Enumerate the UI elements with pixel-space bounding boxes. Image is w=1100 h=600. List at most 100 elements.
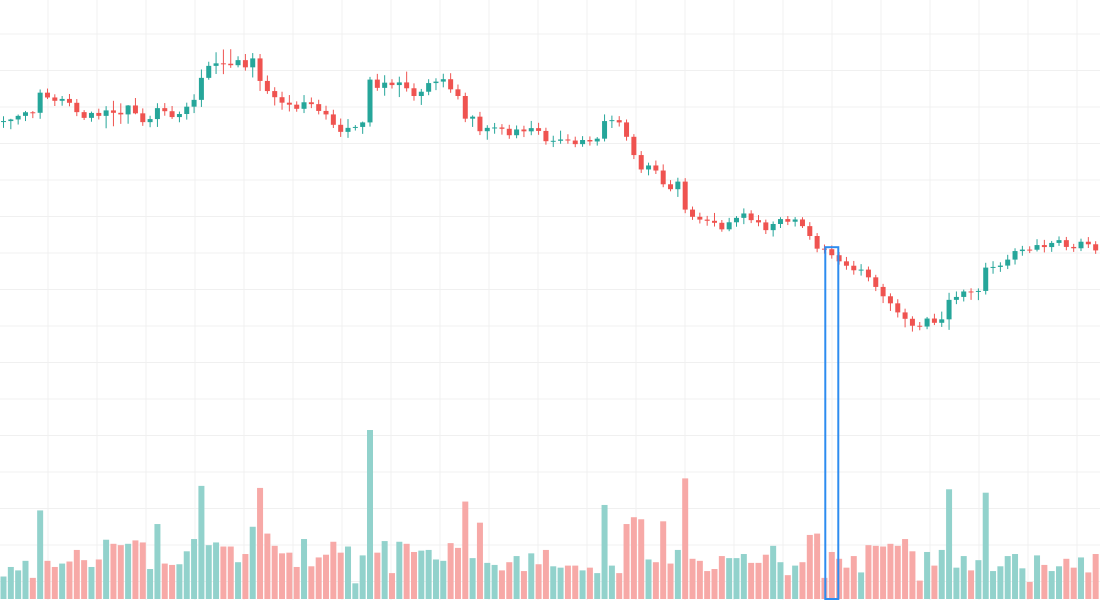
candle-body-down[interactable] — [909, 318, 915, 326]
candle-body-down[interactable] — [851, 265, 857, 271]
candle-body-up[interactable] — [147, 119, 153, 123]
candle-body-down[interactable] — [799, 219, 805, 227]
candle-body-down[interactable] — [565, 139, 571, 141]
candle-body-up[interactable] — [602, 121, 608, 139]
candle-body-down[interactable] — [455, 89, 461, 96]
candle-body-down[interactable] — [66, 98, 72, 103]
candle-body-down[interactable] — [323, 110, 329, 115]
candle-body-down[interactable] — [162, 108, 168, 112]
candle-body-down[interactable] — [631, 136, 637, 156]
candle-body-up[interactable] — [770, 224, 776, 231]
candle-body-down[interactable] — [228, 63, 234, 66]
candle-body-down[interactable] — [338, 124, 344, 132]
candle-body-up[interactable] — [492, 127, 498, 129]
candle-body-down[interactable] — [785, 219, 791, 222]
candle-body-down[interactable] — [220, 63, 226, 65]
candle-body-down[interactable] — [887, 296, 893, 304]
candle-body-down[interactable] — [814, 236, 820, 249]
candle-body-down[interactable] — [719, 222, 725, 230]
candle-body-down[interactable] — [404, 82, 410, 89]
candle-body-down[interactable] — [1085, 241, 1091, 245]
candle-body-down[interactable] — [543, 130, 549, 142]
candle-body-up[interactable] — [975, 290, 981, 292]
candle-body-down[interactable] — [316, 104, 322, 111]
candle-body-up[interactable] — [396, 82, 402, 86]
candle-body-up[interactable] — [426, 83, 432, 92]
candle-body-up[interactable] — [352, 126, 358, 128]
candle-body-up[interactable] — [198, 77, 204, 100]
candle-body-up[interactable] — [418, 91, 424, 96]
candle-body-down[interactable] — [110, 110, 116, 113]
candle-body-down[interactable] — [140, 113, 146, 123]
candle-body-up[interactable] — [382, 82, 388, 88]
candle-body-down[interactable] — [30, 112, 36, 114]
candle-body-up[interactable] — [983, 267, 989, 291]
candle-body-down[interactable] — [96, 112, 102, 116]
candle-body-down[interactable] — [242, 60, 248, 68]
candle-body-up[interactable] — [360, 122, 366, 127]
candle-body-up[interactable] — [1034, 245, 1040, 250]
candle-body-up[interactable] — [1056, 240, 1062, 243]
candle-body-down[interactable] — [917, 325, 923, 327]
candle-body-down[interactable] — [653, 165, 659, 171]
candle-body-down[interactable] — [587, 140, 593, 142]
candle-body-down[interactable] — [169, 111, 175, 118]
candle-body-down[interactable] — [389, 82, 395, 86]
candle-body-down[interactable] — [829, 249, 835, 256]
candle-body-down[interactable] — [748, 213, 754, 221]
candle-body-up[interactable] — [514, 129, 520, 136]
candle-body-down[interactable] — [536, 128, 542, 131]
candle-body-down[interactable] — [697, 216, 703, 220]
candle-body-down[interactable] — [1071, 246, 1077, 249]
candle-body-down[interactable] — [763, 222, 769, 231]
candle-body-up[interactable] — [953, 296, 959, 300]
candle-body-up[interactable] — [675, 181, 681, 190]
candle-body-down[interactable] — [506, 128, 512, 136]
candle-body-down[interactable] — [330, 114, 336, 125]
candle-body-down[interactable] — [132, 105, 138, 114]
candle-body-up[interactable] — [1078, 241, 1084, 249]
candle-body-up[interactable] — [484, 127, 490, 132]
candle-body-up[interactable] — [22, 112, 28, 116]
candle-body-down[interactable] — [865, 269, 871, 278]
candle-body-down[interactable] — [74, 102, 80, 113]
candle-body-up[interactable] — [88, 112, 94, 118]
candle-body-down[interactable] — [968, 291, 974, 293]
candle-body-up[interactable] — [470, 116, 476, 119]
candle-body-up[interactable] — [154, 108, 160, 120]
candle-body-up[interactable] — [946, 299, 952, 320]
candle-body-up[interactable] — [59, 98, 65, 101]
candle-body-down[interactable] — [1063, 240, 1069, 247]
candle-body-down[interactable] — [411, 88, 417, 96]
candle-body-down[interactable] — [668, 184, 674, 190]
candle-body-up[interactable] — [301, 102, 307, 109]
candle-body-down[interactable] — [902, 312, 908, 319]
candle-body-up[interactable] — [594, 138, 600, 142]
candle-body-up[interactable] — [184, 106, 190, 114]
candle-body-down[interactable] — [294, 104, 300, 109]
candle-body-down[interactable] — [616, 120, 622, 123]
candle-body-up[interactable] — [777, 219, 783, 224]
candle-body-up[interactable] — [1012, 251, 1018, 260]
candle-body-up[interactable] — [176, 114, 182, 118]
candle-body-up[interactable] — [646, 165, 652, 170]
candle-body-up[interactable] — [734, 217, 739, 223]
candle-body-down[interactable] — [477, 116, 483, 132]
candle-body-down[interactable] — [1041, 245, 1047, 248]
candle-body-up[interactable] — [125, 105, 131, 115]
candle-body-down[interactable] — [264, 80, 270, 92]
candle-body-down[interactable] — [873, 277, 879, 287]
candle-body-up[interactable] — [440, 79, 446, 82]
candle-body-down[interactable] — [308, 102, 314, 105]
candle-body-up[interactable] — [726, 222, 732, 230]
candle-body-down[interactable] — [279, 97, 285, 103]
candle-body-up[interactable] — [990, 266, 996, 268]
candle-body-up[interactable] — [550, 140, 556, 142]
candle-body-up[interactable] — [1005, 259, 1011, 266]
candle-body-down[interactable] — [572, 140, 578, 145]
candle-body-down[interactable] — [44, 92, 50, 98]
candle-body-up[interactable] — [792, 219, 798, 222]
candle-body-up[interactable] — [213, 63, 219, 66]
